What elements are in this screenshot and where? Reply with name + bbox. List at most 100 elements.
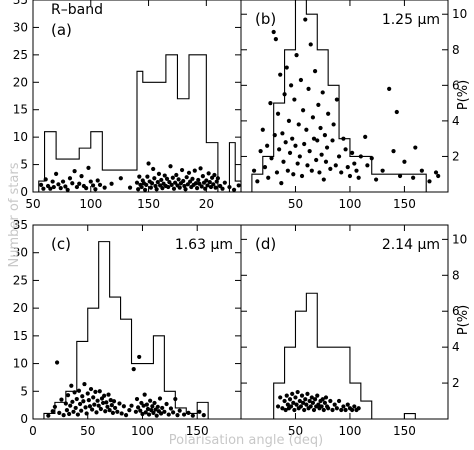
star-point	[93, 187, 98, 192]
star-point	[142, 187, 148, 192]
x-tick-label: 100	[338, 424, 361, 438]
star-point	[139, 184, 144, 190]
star-point	[155, 180, 160, 185]
star-point	[70, 399, 75, 404]
star-point	[173, 396, 178, 402]
y-tick-label: 5	[20, 384, 28, 398]
star-point	[255, 179, 260, 184]
star-point	[154, 187, 159, 192]
star-point	[279, 181, 284, 186]
star-point	[91, 395, 96, 400]
star-point	[354, 168, 359, 173]
star-point	[343, 407, 348, 413]
panel-frame	[240, 224, 449, 420]
x-tick-label: 150	[393, 197, 416, 211]
band-label: 1.25 μm	[382, 12, 440, 28]
star-point	[231, 187, 237, 192]
star-point	[303, 17, 308, 22]
star-point	[260, 127, 265, 132]
y-tick-label: 4	[452, 114, 460, 128]
star-point	[302, 141, 307, 147]
star-point	[107, 408, 112, 413]
star-point	[148, 398, 153, 403]
star-point	[72, 390, 77, 395]
star-point	[142, 392, 147, 397]
star-point	[129, 403, 134, 408]
star-point	[208, 184, 214, 190]
star-point	[334, 406, 339, 411]
star-point	[293, 143, 298, 148]
star-point	[326, 406, 331, 411]
star-point	[137, 354, 142, 360]
star-point	[123, 413, 129, 418]
panel-c: 0 50 100 150 0 5 10 15 20 25 30 35 (c) 1.63 μm	[13, 218, 242, 438]
star-point	[143, 410, 148, 415]
star-point	[166, 184, 171, 190]
star-point	[45, 183, 51, 189]
star-point	[283, 407, 288, 413]
star-point	[319, 404, 324, 409]
star-point	[339, 407, 344, 413]
star-point	[363, 134, 368, 139]
star-point	[83, 405, 88, 410]
star-point	[303, 397, 308, 402]
star-point	[81, 399, 86, 404]
star-point	[119, 411, 124, 416]
band-label: 1.63 μm	[175, 237, 233, 253]
star-point	[251, 168, 257, 173]
star-point	[175, 413, 180, 418]
star-point	[71, 409, 76, 414]
star-point	[277, 147, 282, 152]
y-tick-label: 20	[13, 301, 28, 315]
star-point	[352, 161, 357, 166]
star-point	[321, 177, 326, 182]
star-point	[272, 133, 277, 138]
star-point	[86, 165, 91, 170]
star-point	[75, 412, 80, 417]
star-point	[184, 175, 189, 180]
star-point	[113, 405, 118, 411]
y-tick-label: 10	[13, 357, 28, 371]
star-point	[220, 186, 225, 191]
star-point	[145, 174, 150, 179]
star-point	[318, 125, 323, 131]
star-point	[87, 404, 93, 409]
star-point	[286, 118, 292, 123]
star-point	[350, 150, 355, 155]
panel-label: (d)	[255, 235, 276, 253]
star-point	[84, 186, 89, 191]
star-point	[427, 179, 432, 184]
star-point	[168, 406, 174, 411]
star-point	[144, 402, 149, 407]
star-point	[326, 111, 331, 116]
star-point	[373, 177, 379, 182]
star-point	[273, 37, 278, 42]
y-axis-right-title-top: P(%)	[456, 80, 471, 110]
star-point	[306, 86, 311, 91]
star-point	[285, 168, 290, 173]
star-point	[115, 409, 120, 414]
panel-label: (c)	[51, 235, 71, 253]
star-point	[413, 145, 418, 150]
y-tick-label: 8	[452, 43, 460, 57]
star-point	[282, 92, 287, 97]
star-point	[177, 185, 182, 190]
star-point	[94, 410, 99, 415]
y-tick-label: 25	[13, 48, 28, 62]
star-point	[188, 179, 193, 184]
star-point	[92, 402, 97, 407]
star-point	[104, 400, 109, 405]
y-tick-label: 2	[452, 149, 460, 163]
star-point	[315, 138, 320, 143]
x-tick-label: 50	[288, 197, 303, 211]
star-point	[50, 179, 55, 184]
x-tick-label: 50	[25, 197, 40, 211]
star-point	[70, 181, 75, 186]
star-point	[158, 411, 164, 416]
star-point	[51, 184, 56, 190]
star-point	[197, 181, 202, 186]
star-point	[190, 176, 195, 181]
star-point	[186, 410, 191, 416]
y-tick-label: 0	[20, 412, 28, 426]
star-point	[394, 109, 399, 115]
